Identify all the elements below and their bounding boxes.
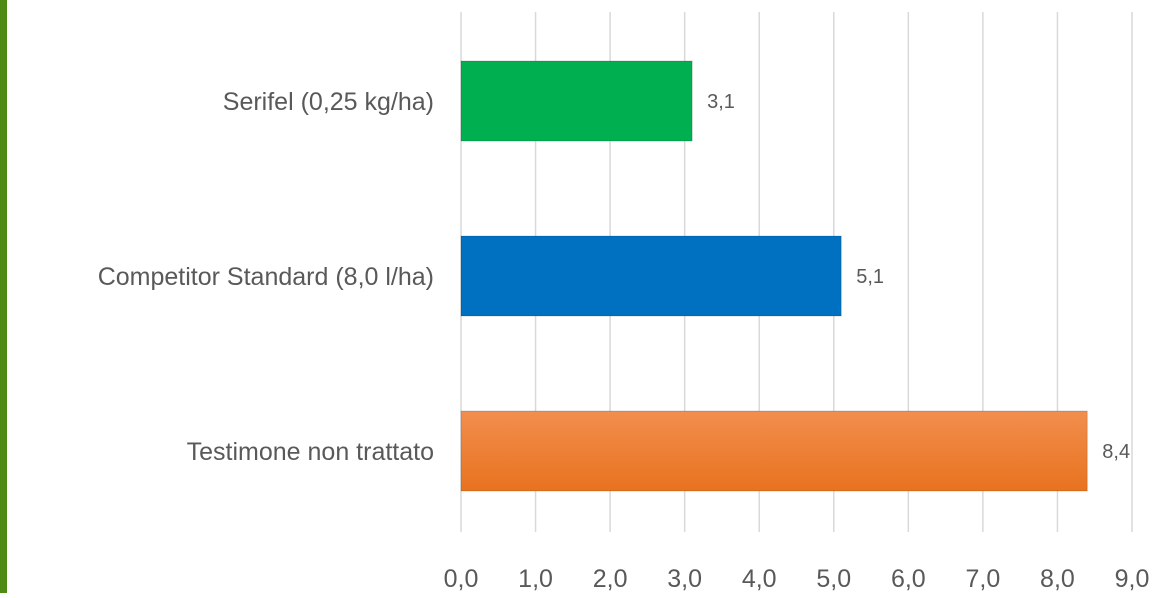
category-labels: Serifel (0,25 kg/ha) Competitor Standard …	[98, 88, 434, 466]
bar-1	[460, 235, 842, 317]
value-label-2: 8,4	[1102, 441, 1130, 463]
x-tick-label-7: 7,0	[966, 565, 1001, 593]
category-label-0: Serifel (0,25 kg/ha)	[223, 88, 434, 116]
left-accent-border	[0, 0, 7, 593]
x-tick-label-8: 8,0	[1040, 565, 1075, 593]
x-axis-tick-labels: 0,0 1,0 2,0 3,0 4,0 5,0 6,0 7,0 8,0 9,0	[444, 565, 1150, 593]
category-label-1: Competitor Standard (8,0 l/ha)	[98, 263, 434, 291]
x-tick-label-3: 3,0	[667, 565, 702, 593]
x-tick-label-2: 2,0	[593, 565, 628, 593]
x-tick-label-4: 4,0	[742, 565, 777, 593]
x-tick-label-6: 6,0	[891, 565, 926, 593]
x-tick-label-1: 1,0	[518, 565, 553, 593]
x-tick-label-5: 5,0	[816, 565, 851, 593]
value-label-1: 5,1	[856, 266, 884, 288]
bars	[460, 60, 1088, 492]
x-tick-label-0: 0,0	[444, 565, 479, 593]
x-tick-label-9: 9,0	[1115, 565, 1150, 593]
bar-2	[460, 410, 1088, 492]
value-labels: 3,1 5,1 8,4	[707, 91, 1130, 463]
value-label-0: 3,1	[707, 91, 735, 113]
category-label-2: Testimone non trattato	[187, 438, 434, 466]
bar-0	[460, 60, 693, 142]
